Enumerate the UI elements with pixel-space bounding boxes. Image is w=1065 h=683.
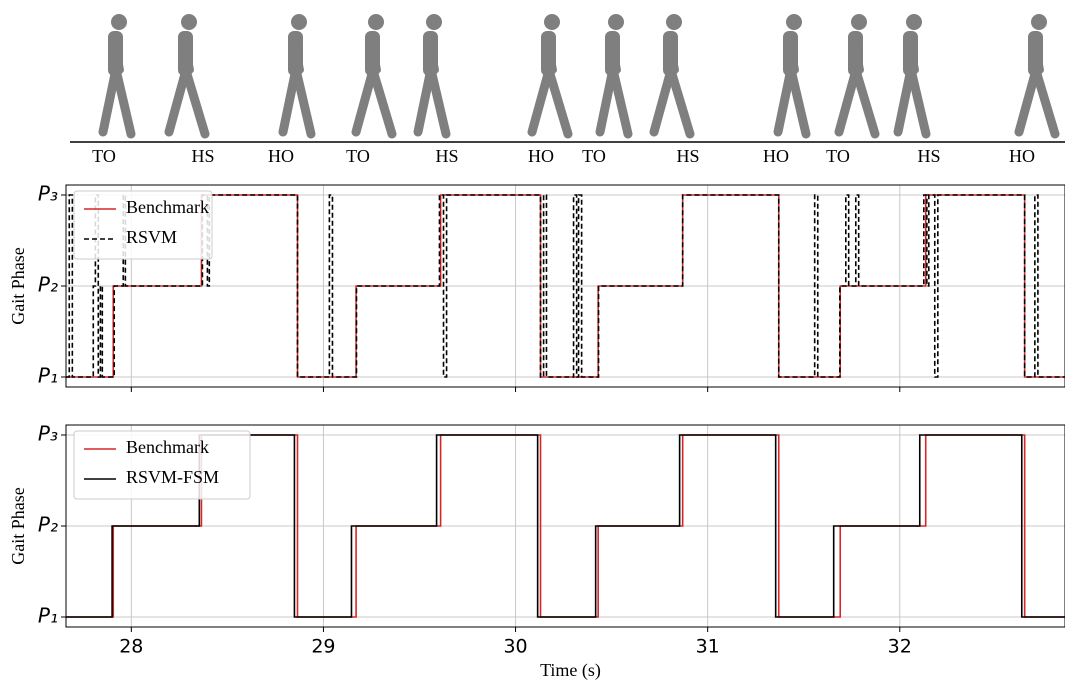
arm [182,35,194,73]
leg [369,69,397,139]
head [181,14,197,30]
walker-silhouette [527,14,573,139]
arm [369,35,381,73]
gait-event-label: HS [676,146,699,166]
gait-event-label: HO [268,146,294,166]
leg [413,69,435,137]
y-tick-label: P₂ [38,513,58,537]
x-tick-label: 30 [503,636,527,658]
y-tick-label: P₁ [38,363,58,387]
gait-event-label: HO [528,146,554,166]
head [291,14,307,30]
walker-silhouette [164,14,210,139]
leg [351,69,377,137]
legend-label: RSVM [126,227,177,247]
leg [278,69,300,137]
gait-event-label: HO [763,146,789,166]
gait-event-label: TO [582,146,606,166]
walker-silhouette [834,14,880,139]
arm [427,35,439,73]
head [1031,14,1047,30]
leg [112,69,136,139]
leg [852,69,880,139]
walker-silhouette [595,14,633,139]
leg [787,69,811,139]
walker-silhouette [893,14,931,139]
head [608,14,624,30]
leg [773,69,795,137]
gait-event-label: TO [92,146,116,166]
arm [292,35,304,73]
arm [1032,35,1044,73]
legend-box [73,430,251,500]
y-tick-label: P₁ [38,603,58,627]
leg [164,69,190,137]
head [851,14,867,30]
x-tick-label: 28 [119,636,143,658]
leg [907,69,931,139]
series-line [66,194,1065,378]
legend-box [73,190,213,260]
x-axis-label: Time (s) [540,660,601,681]
walker-silhouette [351,14,397,139]
head [906,14,922,30]
x-tick-label: 29 [311,636,335,658]
walker-silhouette [1014,14,1060,139]
leg [1032,69,1060,139]
leg [609,69,633,139]
y-axis-label: Gait Phase [8,487,28,564]
arm [609,35,621,73]
legend-label: RSVM-FSM [126,467,219,487]
arm [667,35,679,73]
arm [907,35,919,73]
leg [893,69,915,137]
leg [292,69,316,139]
head [666,14,682,30]
head [544,14,560,30]
leg [545,69,573,139]
walker-silhouette [278,14,316,139]
x-tick-label: 31 [696,636,720,658]
arm [545,35,557,73]
arm [787,35,799,73]
leg [834,69,860,137]
head [426,14,442,30]
plot-frame [65,184,1065,388]
y-tick-label: P₃ [38,182,58,206]
walker-silhouette [773,14,811,139]
leg [98,69,120,137]
x-tick-label: 32 [888,636,912,658]
legend-label: Benchmark [126,197,209,217]
y-tick-label: P₃ [38,422,58,446]
leg [182,69,210,139]
gait-event-label: HS [435,146,458,166]
walker-silhouette [649,14,695,139]
leg [649,69,675,137]
plot-frame [65,424,1065,628]
leg [1014,69,1040,137]
leg [527,69,553,137]
gait-event-label: HO [1009,146,1035,166]
arm [112,35,124,73]
head [111,14,127,30]
walker-silhouette [98,14,136,139]
y-tick-label: P₂ [38,273,58,297]
gait-event-label: TO [826,146,850,166]
legend-label: Benchmark [126,437,209,457]
arm [852,35,864,73]
gait-event-label: HS [917,146,940,166]
head [368,14,384,30]
leg [595,69,617,137]
head [786,14,802,30]
gait-event-label: TO [346,146,370,166]
leg [667,69,695,139]
gait-event-label: HS [191,146,214,166]
y-axis-label: Gait Phase [8,247,28,324]
walker-silhouette [413,14,451,139]
leg [427,69,451,139]
